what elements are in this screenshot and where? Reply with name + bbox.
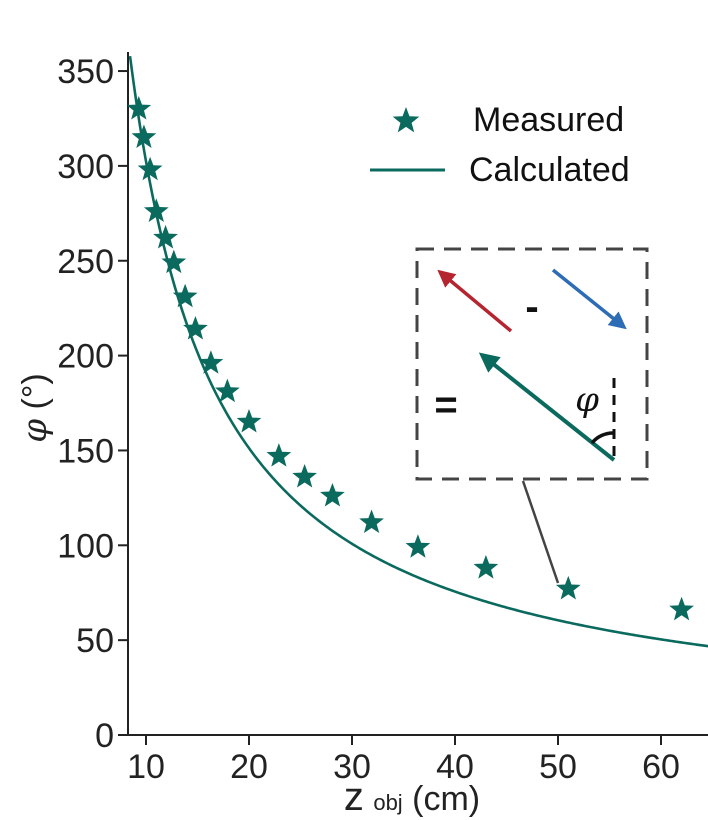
- y-tick-label: 250: [57, 243, 114, 281]
- y-tick-label: 300: [57, 148, 114, 186]
- y-ticks: 0 50 100 150 200 250 300 350: [57, 53, 128, 755]
- legend-calculated-label: Calculated: [469, 151, 630, 189]
- blue-arrow-icon: [551, 268, 627, 330]
- y-tick-label: 0: [95, 717, 114, 755]
- x-axis-unit: (cm): [412, 780, 480, 818]
- x-tick-label: 10: [127, 748, 165, 786]
- x-axis-label: z obj (cm): [344, 775, 480, 819]
- y-tick-label: 100: [57, 527, 114, 565]
- legend-star-icon: [392, 107, 420, 133]
- y-tick-label: 50: [76, 622, 114, 660]
- measured-point: [236, 409, 262, 433]
- measured-point: [320, 482, 345, 507]
- x-ticks: 10 20 30 40 50 60: [127, 735, 680, 786]
- measured-point: [161, 249, 187, 274]
- measured-point: [215, 378, 240, 403]
- measured-points: [126, 95, 694, 621]
- minus-sign: -: [525, 285, 538, 329]
- measured-point: [405, 534, 431, 558]
- measured-point: [198, 350, 224, 374]
- x-tick-label: 20: [230, 748, 268, 786]
- y-tick-label: 350: [57, 53, 114, 91]
- measured-point: [473, 555, 499, 579]
- x-tick-label: 60: [642, 748, 680, 786]
- inset-leader-line: [521, 480, 560, 584]
- measured-point: [126, 95, 152, 120]
- y-axis-unit: (°): [16, 373, 54, 409]
- measured-point: [143, 198, 169, 222]
- y-tick-label: 200: [57, 338, 114, 376]
- calculated-line: [128, 55, 708, 648]
- measured-point: [359, 509, 384, 534]
- measured-point: [183, 316, 208, 340]
- x-axis-subscript: obj: [373, 790, 402, 815]
- angle-arc: [590, 431, 615, 445]
- x-tick-label: 30: [333, 748, 371, 786]
- legend-measured-label: Measured: [473, 101, 624, 139]
- measured-point: [555, 575, 581, 600]
- measured-point: [131, 124, 157, 148]
- red-arrow-icon: [437, 269, 513, 333]
- x-axis-symbol: z: [344, 775, 364, 819]
- measured-point: [292, 464, 317, 488]
- measured-point: [137, 156, 163, 181]
- legend: Measured Calculated: [370, 101, 630, 189]
- x-tick-label: 40: [436, 748, 474, 786]
- measured-point: [153, 224, 178, 249]
- angle-symbol: φ: [575, 380, 599, 420]
- measured-point: [172, 283, 198, 308]
- vector-inset: - = φ: [415, 247, 649, 481]
- y-tick-label: 150: [57, 432, 114, 470]
- measured-point: [669, 596, 694, 621]
- y-axis-label: φ (°): [15, 373, 55, 443]
- y-axis-symbol: φ: [15, 419, 55, 443]
- equals-sign: =: [434, 383, 457, 427]
- x-tick-label: 50: [539, 748, 577, 786]
- measured-point: [266, 443, 292, 467]
